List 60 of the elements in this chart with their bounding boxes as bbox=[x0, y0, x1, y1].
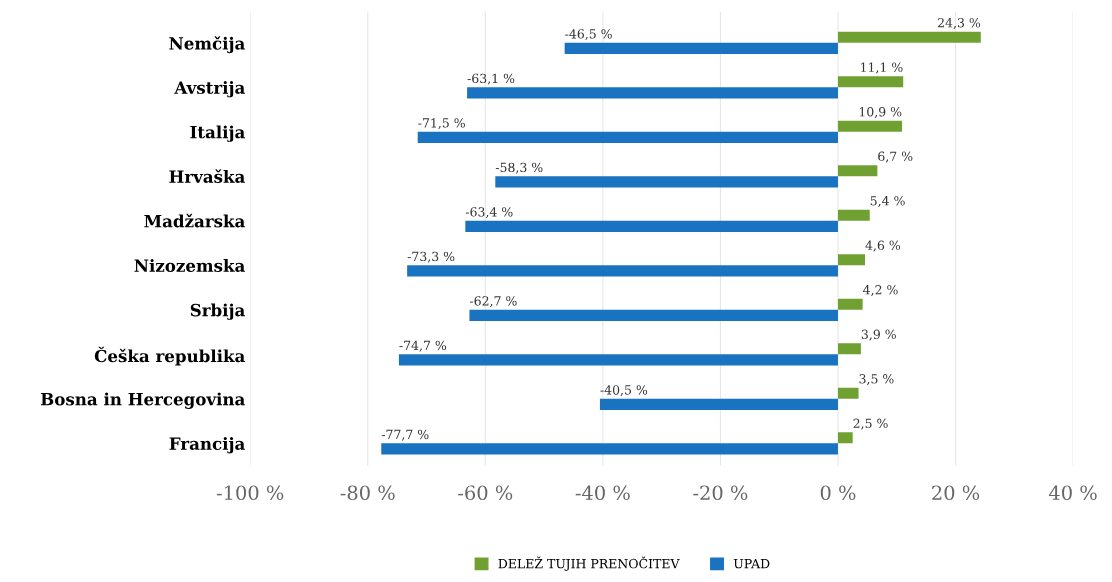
data-label: -77,7 % bbox=[381, 429, 429, 441]
bar bbox=[837, 120, 903, 132]
y-tick-label: Francija bbox=[169, 437, 245, 454]
data-label: -71,5 % bbox=[418, 118, 465, 130]
legend-label: DELEŽ TUJIH PRENOČITEV bbox=[498, 556, 680, 571]
y-tick-label: Avstrija bbox=[174, 80, 245, 98]
x-tick-label: 40 % bbox=[1048, 485, 1097, 501]
data-label: 24,3 % bbox=[937, 18, 981, 29]
data-label: -63,1 % bbox=[467, 73, 515, 85]
data-label: 2,5 % bbox=[853, 418, 888, 430]
x-tick-label: -80 % bbox=[340, 485, 395, 501]
data-label: -73,3 % bbox=[407, 251, 455, 263]
data-label: 4,6 % bbox=[865, 240, 901, 252]
bar bbox=[467, 87, 838, 99]
bar bbox=[417, 131, 838, 143]
y-tick-label: Srbija bbox=[190, 303, 245, 320]
x-tick-label: -20 % bbox=[693, 485, 748, 501]
x-tick-label: -40 % bbox=[575, 485, 630, 501]
y-tick-label: Nemčija bbox=[169, 36, 245, 54]
bar bbox=[837, 343, 861, 355]
data-label: -58,3 % bbox=[495, 162, 543, 174]
x-tick-label: 20 % bbox=[932, 485, 980, 501]
data-label: 4,2 % bbox=[863, 285, 898, 297]
bar bbox=[495, 176, 838, 188]
bar bbox=[837, 387, 859, 399]
data-label: 3,9 % bbox=[861, 329, 896, 341]
bar bbox=[465, 220, 838, 232]
bar bbox=[837, 432, 853, 444]
data-label: -62,7 % bbox=[469, 296, 517, 308]
x-tick-label: -100 % bbox=[216, 485, 284, 501]
data-label: 11,1 % bbox=[861, 62, 903, 74]
data-label: 10,9 % bbox=[859, 107, 902, 118]
bar bbox=[599, 398, 838, 410]
bar bbox=[837, 209, 870, 221]
y-tick-label: Nizozemska bbox=[134, 258, 245, 272]
bar bbox=[837, 298, 863, 310]
legend-label: UPAD bbox=[733, 559, 770, 569]
bar bbox=[469, 309, 838, 321]
y-tick-label: Italija bbox=[190, 125, 245, 142]
y-tick-label: Češka republika bbox=[94, 346, 245, 366]
x-tick-label: -60 % bbox=[458, 485, 513, 501]
data-label: 5,4 % bbox=[870, 196, 905, 208]
bar bbox=[837, 165, 878, 177]
bar bbox=[381, 443, 838, 455]
data-label: 6,7 % bbox=[878, 151, 913, 163]
data-label: -63,4 % bbox=[465, 207, 513, 219]
bar bbox=[837, 76, 904, 88]
y-tick-label: Bosna in Hercegovina bbox=[40, 392, 245, 409]
data-label: 3,5 % bbox=[859, 374, 894, 386]
bar bbox=[407, 265, 838, 277]
data-label: -46,5 % bbox=[565, 29, 612, 41]
bar bbox=[398, 354, 838, 366]
bar bbox=[837, 254, 866, 266]
data-label: -40,5 % bbox=[600, 385, 648, 397]
x-tick-label: 0 % bbox=[820, 485, 856, 501]
bar bbox=[564, 42, 838, 54]
y-tick-label: Hrvaška bbox=[169, 169, 245, 183]
bar bbox=[837, 31, 981, 43]
y-tick-label: Madžarska bbox=[144, 213, 245, 228]
data-label: -74,7 % bbox=[399, 340, 447, 352]
